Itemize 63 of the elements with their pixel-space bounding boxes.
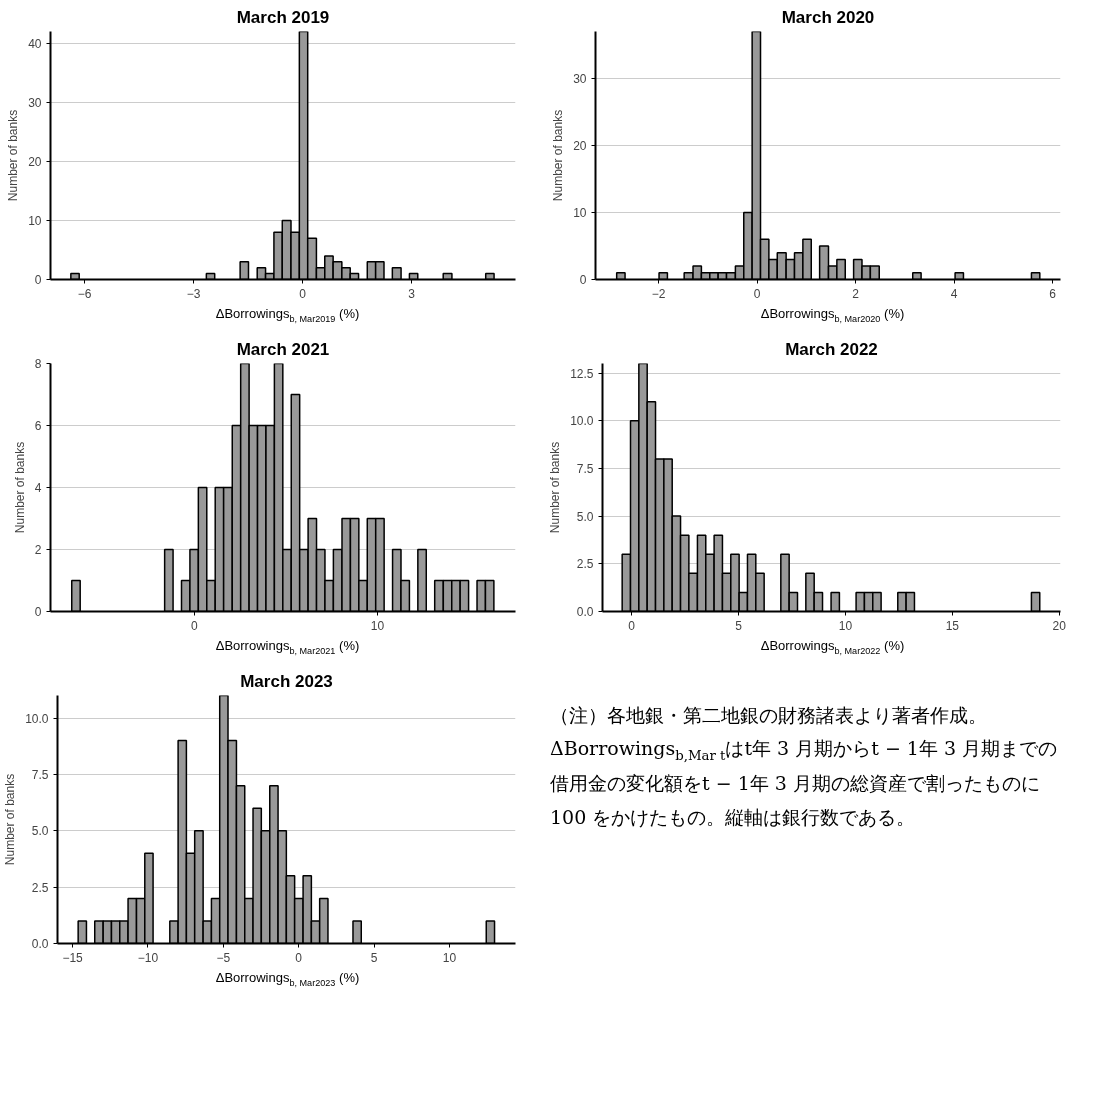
x-tick-label: 0	[299, 286, 307, 301]
x-axis-title: ΔBorrowings$_{b, Mar2023}$ (%)	[214, 969, 361, 990]
y-tick-label: 20	[28, 154, 42, 169]
y-axis-title: Number of banks	[3, 773, 18, 866]
y-tick-label: 30	[573, 71, 587, 86]
x-tick-label: 2	[852, 286, 860, 301]
text: （注）各地銀・第二地銀の財務諸表より著者作成。ΔBorrowings$_{b,Mar t}$はt年 3 月期からt − 1年 3 月期までの借用金の変化額をt − 1年 3 月期の総資産で割ったものに 100 をかけたもの。縦軸は銀行数である。	[550, 703, 1059, 830]
y-tick-label: 10.0	[570, 414, 594, 429]
chart-title: March 2020	[781, 7, 875, 27]
y-tick-label: 10.0	[25, 711, 49, 726]
x-tick-label: 0	[295, 950, 303, 965]
y-tick-label: 2	[34, 543, 42, 557]
x-tick-label: 0	[628, 618, 636, 633]
y-tick-label: 2.5	[31, 880, 49, 895]
x-tick-label: −3	[186, 286, 201, 301]
chart-title: March 2022	[785, 339, 878, 359]
y-tick-label: 5.0	[31, 824, 49, 839]
y-tick-label: 4	[34, 481, 42, 495]
y-tick-label: 5.0	[576, 509, 594, 524]
x-tick-label: −5	[216, 950, 231, 965]
y-tick-label: 10	[573, 205, 587, 220]
y-tick-label: 20	[573, 138, 587, 153]
chart-title: March 2021	[236, 339, 330, 359]
y-axis-title: Number of banks	[548, 441, 563, 534]
y-tick-label: 0	[34, 605, 42, 619]
y-tick-label: 0	[579, 273, 587, 287]
x-tick-label: 4	[950, 286, 958, 301]
y-tick-label: 6	[34, 419, 42, 433]
x-tick-label: 5	[735, 618, 743, 633]
x-axis-title: ΔBorrowings$_{b, Mar2019}$ (%)	[214, 305, 361, 326]
y-tick-label: 0	[34, 273, 42, 287]
chart-title: March 2019	[236, 7, 330, 27]
y-tick-label: 10	[28, 213, 42, 228]
y-tick-label: 12.5	[570, 366, 594, 381]
x-axis-title: ΔBorrowings$_{b, Mar2021}$ (%)	[214, 637, 361, 658]
y-axis-title: Number of banks	[551, 109, 566, 202]
y-tick-label: 8	[34, 357, 42, 371]
y-tick-label: 0.0	[576, 605, 594, 619]
x-tick-label: 10	[442, 950, 457, 965]
y-tick-label: 7.5	[31, 767, 49, 782]
x-tick-label: 20	[1052, 618, 1067, 633]
y-tick-label: 0.0	[31, 937, 49, 951]
x-tick-label: −15	[62, 950, 84, 965]
x-axis-title: ΔBorrowings$_{b, Mar2020}$ (%)	[759, 305, 906, 326]
y-tick-label: 40	[28, 36, 42, 51]
x-tick-label: 5	[370, 950, 378, 965]
x-tick-label: −10	[137, 950, 159, 965]
chart-title: March 2023	[240, 671, 333, 691]
x-tick-label: 15	[945, 618, 960, 633]
x-tick-label: 10	[370, 618, 385, 633]
x-tick-label: 0	[190, 618, 198, 633]
x-tick-label: 3	[408, 286, 416, 301]
y-axis-title: Number of banks	[12, 441, 27, 534]
y-tick-label: 7.5	[576, 461, 594, 476]
y-tick-label: 30	[28, 95, 42, 110]
x-tick-label: −2	[651, 286, 666, 301]
x-tick-label: 6	[1049, 286, 1057, 301]
x-tick-label: −6	[77, 286, 92, 301]
y-tick-label: 2.5	[576, 557, 594, 572]
x-tick-label: 10	[838, 618, 853, 633]
x-axis-title: ΔBorrowings$_{b, Mar2022}$ (%)	[759, 637, 906, 658]
x-tick-label: 0	[753, 286, 761, 301]
y-axis-title: Number of banks	[6, 109, 21, 202]
